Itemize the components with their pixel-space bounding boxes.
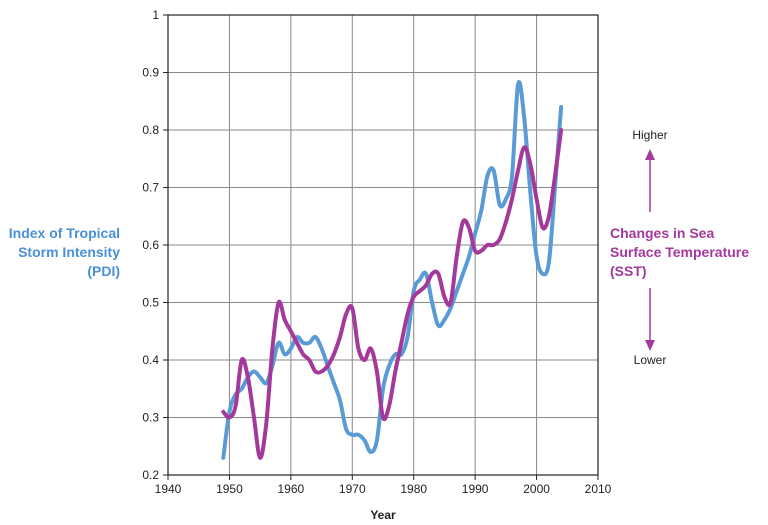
right-axis-label-line-2: Surface Temperature [610, 244, 750, 260]
left-axis-label-line-3: (PDI) [87, 263, 120, 279]
y-tick-label: 0.9 [142, 66, 159, 80]
right-axis-label-line-1: Changes in Sea [610, 225, 715, 241]
y-tick-label: 0.8 [142, 123, 159, 137]
y-tick-label: 0.4 [142, 353, 159, 367]
x-tick-label: 1950 [216, 482, 243, 496]
x-tick-label: 1960 [278, 482, 305, 496]
y-tick-label: 0.5 [142, 296, 159, 310]
y-tick-label: 0.6 [142, 238, 159, 252]
y-tick-label: 1 [152, 8, 159, 22]
y-tick-label: 0.3 [142, 411, 159, 425]
arrow-up-icon [645, 149, 655, 160]
sst-series-line [221, 128, 564, 460]
x-axis-title: Year [370, 508, 396, 522]
right-axis-label: Changes in Sea Surface Temperature (SST) [610, 224, 768, 281]
right-axis-label-line-3: (SST) [610, 263, 647, 279]
lower-label: Lower [633, 353, 667, 367]
higher-label: Higher [632, 128, 668, 142]
pdi-series-line [221, 79, 564, 460]
y-tick-label: 0.7 [142, 181, 159, 195]
sst-scale-arrows [645, 149, 655, 351]
y-tick-label: 0.2 [142, 468, 159, 482]
left-axis-label: Index of Tropical Storm Intensity (PDI) [0, 224, 120, 281]
tick-labels: 1940 1950 1960 1970 1980 1990 2000 2010 0.2 0.3 0.… [142, 8, 611, 496]
left-axis-label-line-2: Storm Intensity [18, 244, 120, 260]
x-tick-label: 2010 [585, 482, 612, 496]
arrow-down-icon [645, 340, 655, 351]
axes [163, 14, 599, 480]
series-lines [221, 79, 564, 460]
x-tick-label: 1940 [155, 482, 182, 496]
plot-frame [167, 14, 599, 476]
x-tick-label: 1970 [339, 482, 366, 496]
left-axis-label-line-1: Index of Tropical [8, 225, 120, 241]
x-tick-label: 2000 [523, 482, 550, 496]
x-tick-label: 1990 [462, 482, 489, 496]
x-tick-label: 1980 [400, 482, 427, 496]
